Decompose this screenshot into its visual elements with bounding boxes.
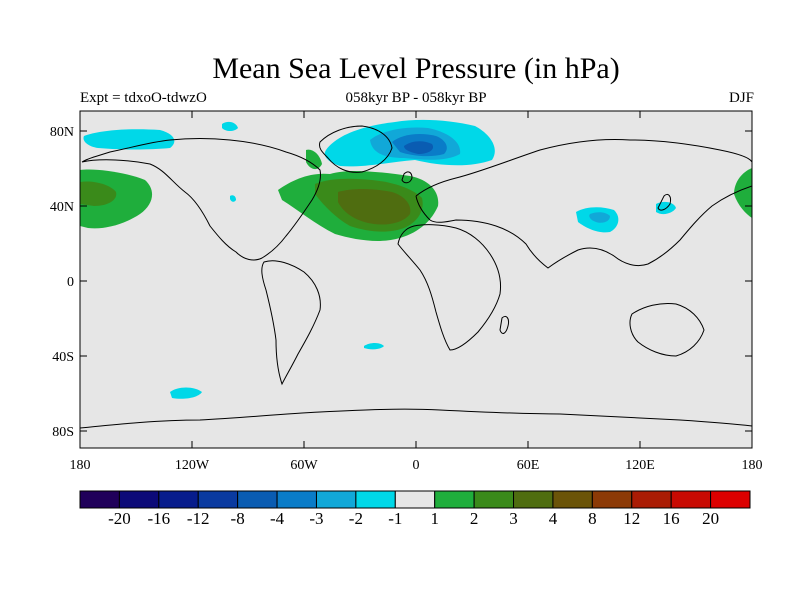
coastline-greenland [319, 125, 393, 173]
anomaly-fields [80, 119, 752, 399]
colorbar-label: 16 [663, 509, 680, 528]
anomaly-region-eastern-atlantic-small [230, 195, 236, 202]
colorbar-swatch [710, 490, 751, 509]
lon-tick-label: 60E [517, 458, 540, 473]
colorbar-label: -3 [309, 509, 323, 528]
anomaly-region-arctic-4 [404, 141, 434, 154]
colorbar-label: -8 [231, 509, 245, 528]
experiment-label: Expt = tdxoO-tdwzO [80, 90, 207, 106]
colorbar-label: -2 [349, 509, 363, 528]
colorbar-label: 4 [549, 509, 558, 528]
anomaly-region-south-pacific [170, 387, 202, 399]
colorbar-swatch [118, 490, 160, 509]
colorbar-label: -12 [187, 509, 210, 528]
colorbar-swatch [513, 490, 554, 509]
anomaly-region-north-atlantic-3 [338, 189, 411, 225]
lon-tick-label: 60W [290, 458, 318, 473]
colorbar-swatch [670, 490, 712, 509]
colorbar-swatch [158, 490, 199, 509]
latitude-axis: 80N 40N 0 40S 80S [50, 125, 752, 440]
colorbar-label: -1 [388, 509, 402, 528]
anomaly-region-northwest-greenland [306, 149, 322, 170]
map-title: Mean Sea Level Pressure (in hPa) [212, 52, 620, 85]
colorbar-label: 8 [588, 509, 597, 528]
lat-tick-label: 80N [50, 125, 74, 140]
colorbar: -20 -16 -12 -8 -4 -3 -2 -1 1 2 3 4 8 12 16 20 [79, 490, 751, 528]
anomaly-region-beaufort [83, 129, 175, 150]
coastline-madagascar [499, 315, 509, 334]
colorbar-swatch [394, 490, 436, 509]
colorbar-label: -16 [147, 509, 170, 528]
coastlines [80, 125, 752, 429]
longitude-axis: 180 120W 60W 0 60E 120E 180 [70, 111, 763, 473]
colorbar-swatch [355, 490, 396, 509]
colorbar-swatch [591, 490, 633, 509]
lat-tick-label: 80S [52, 425, 74, 440]
colorbar-swatch [631, 490, 672, 509]
lon-tick-label: 180 [742, 458, 763, 473]
coastline-eurasia [415, 139, 752, 269]
colorbar-label: 2 [470, 509, 479, 528]
lon-tick-label: 120E [625, 458, 655, 473]
anomaly-region-canada-arctic [222, 121, 238, 131]
colorbar-swatch [79, 490, 120, 509]
colorbar-swatch [552, 490, 593, 509]
lon-tick-label: 180 [70, 458, 91, 473]
colorbar-label: 20 [702, 509, 719, 528]
coastline-north-america [81, 138, 321, 261]
anomaly-region-tibet-2 [589, 212, 610, 223]
colorbar-swatch [276, 490, 317, 509]
lon-tick-label: 120W [175, 458, 210, 473]
period-label: 058kyr BP - 058kyr BP [345, 90, 487, 106]
colorbar-label: -20 [108, 509, 131, 528]
colorbar-label: 1 [430, 509, 439, 528]
coastline-japan [657, 193, 671, 211]
coastline-south-america [261, 260, 321, 386]
colorbar-swatch [237, 490, 278, 509]
colorbar-label: 3 [509, 509, 518, 528]
anomaly-region-south-atlantic [364, 343, 384, 350]
lon-tick-label: 0 [413, 458, 420, 473]
coastline-antarctica [80, 408, 752, 429]
anomaly-region-north-pacific-east-2 [80, 181, 117, 206]
colorbar-swatch [315, 490, 357, 509]
lat-tick-label: 40N [50, 200, 74, 215]
colorbar-swatch [197, 490, 239, 509]
lat-tick-label: 40S [52, 350, 74, 365]
colorbar-swatch [473, 490, 515, 509]
lat-tick-label: 0 [67, 275, 74, 290]
coastline-africa [397, 224, 501, 351]
colorbar-label: -4 [270, 509, 285, 528]
coastline-uk [401, 171, 413, 184]
colorbar-swatch [434, 490, 475, 509]
season-label: DJF [728, 90, 754, 106]
colorbar-label: 12 [623, 509, 640, 528]
coastline-australia [629, 303, 705, 357]
